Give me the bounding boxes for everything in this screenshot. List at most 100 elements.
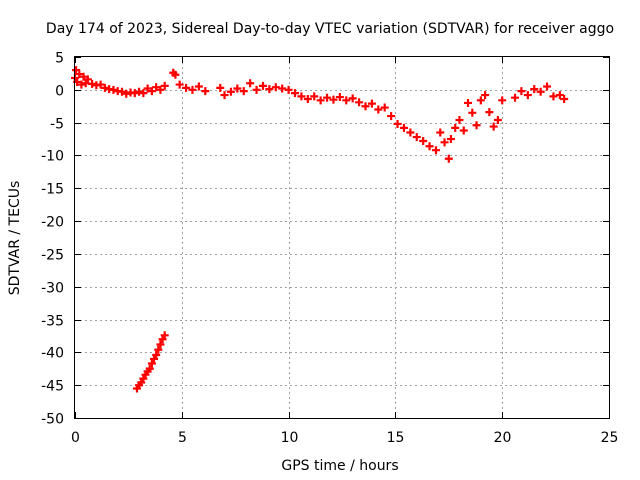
y-tick-label: -15 bbox=[41, 182, 64, 198]
data-point bbox=[79, 72, 88, 81]
data-point bbox=[481, 91, 490, 100]
data-point bbox=[367, 99, 376, 108]
data-point bbox=[335, 93, 344, 102]
data-point bbox=[117, 87, 126, 96]
y-tick-label: -35 bbox=[41, 314, 64, 330]
data-point bbox=[297, 92, 306, 101]
data-point bbox=[233, 84, 242, 93]
y-tick-label: -45 bbox=[41, 379, 64, 395]
data-point bbox=[152, 350, 161, 359]
data-point bbox=[122, 89, 131, 98]
data-point bbox=[109, 85, 118, 94]
x-tick-label: 15 bbox=[387, 430, 405, 446]
data-point bbox=[348, 94, 357, 103]
data-point bbox=[431, 146, 440, 155]
data-point bbox=[303, 95, 312, 104]
data-point bbox=[455, 116, 464, 125]
grid-lines bbox=[75, 57, 609, 418]
data-point bbox=[329, 95, 338, 104]
data-point bbox=[147, 359, 156, 368]
data-point bbox=[160, 81, 169, 90]
data-point bbox=[446, 135, 455, 144]
data-point bbox=[374, 105, 383, 114]
y-tick-label: -40 bbox=[41, 346, 64, 362]
data-point bbox=[147, 87, 156, 96]
data-point bbox=[145, 364, 154, 373]
data-point bbox=[194, 82, 203, 91]
x-axis-label: GPS time / hours bbox=[281, 458, 398, 474]
data-point bbox=[342, 96, 351, 105]
data-point bbox=[316, 96, 325, 105]
axis-ticks bbox=[75, 57, 610, 419]
data-point bbox=[323, 93, 332, 102]
x-tick-labels: 0 5 10 15 20 25 bbox=[71, 430, 618, 446]
data-point bbox=[171, 70, 180, 79]
data-point bbox=[152, 83, 161, 92]
data-point bbox=[485, 108, 494, 117]
data-point bbox=[355, 98, 364, 107]
data-point bbox=[201, 87, 210, 96]
data-point bbox=[472, 121, 481, 130]
data-point bbox=[154, 345, 163, 354]
data-point bbox=[175, 80, 184, 89]
data-point bbox=[380, 103, 389, 112]
data-point bbox=[239, 87, 248, 96]
data-point bbox=[489, 122, 498, 131]
data-point bbox=[291, 89, 300, 98]
x-tick-label: 0 bbox=[71, 430, 80, 446]
data-point bbox=[543, 82, 552, 91]
data-point bbox=[464, 98, 473, 107]
data-point bbox=[96, 80, 105, 89]
data-point bbox=[100, 83, 109, 92]
x-tick-label: 10 bbox=[281, 430, 299, 446]
data-point bbox=[226, 87, 235, 96]
data-point bbox=[406, 128, 415, 137]
data-point bbox=[156, 85, 165, 94]
data-point bbox=[555, 91, 564, 100]
data-point bbox=[451, 123, 460, 132]
x-tick-label: 5 bbox=[178, 430, 187, 446]
data-point bbox=[246, 79, 255, 88]
data-point bbox=[135, 87, 144, 96]
data-point bbox=[258, 81, 267, 90]
data-point bbox=[75, 70, 84, 79]
data-point bbox=[182, 83, 191, 92]
y-tick-label: 0 bbox=[55, 84, 64, 100]
data-point bbox=[284, 85, 293, 94]
data-point bbox=[419, 137, 428, 146]
data-point bbox=[476, 96, 485, 105]
chart-title: Day 174 of 2023, Sidereal Day-to-day VTE… bbox=[46, 21, 614, 37]
data-point bbox=[130, 89, 139, 98]
data-point bbox=[425, 142, 434, 151]
data-point bbox=[310, 92, 319, 101]
y-tick-label: -10 bbox=[41, 149, 64, 165]
y-tick-label: -5 bbox=[50, 117, 64, 133]
data-point bbox=[468, 108, 477, 117]
y-tick-labels: 5 0 -5 -10 -15 -20 -25 -30 -35 -40 -45 -50 bbox=[41, 51, 64, 428]
y-tick-label: 5 bbox=[55, 51, 64, 67]
data-point bbox=[493, 116, 502, 125]
data-point bbox=[252, 85, 261, 94]
data-point bbox=[88, 79, 97, 88]
data-point bbox=[278, 84, 287, 93]
data-point bbox=[399, 123, 408, 132]
data-point bbox=[560, 95, 569, 104]
y-tick-label: -25 bbox=[41, 248, 64, 264]
data-point bbox=[361, 102, 370, 111]
y-tick-label: -50 bbox=[41, 412, 64, 428]
x-tick-label: 20 bbox=[494, 430, 512, 446]
data-point bbox=[83, 75, 92, 84]
data-point bbox=[536, 87, 545, 96]
data-point bbox=[511, 93, 520, 102]
data-point bbox=[412, 133, 421, 142]
data-point bbox=[156, 340, 165, 349]
x-tick-label: 25 bbox=[601, 430, 619, 446]
data-point bbox=[517, 87, 526, 96]
y-axis-label: SDTVAR / TECUs bbox=[7, 181, 23, 296]
data-point bbox=[220, 91, 229, 100]
data-point bbox=[387, 112, 396, 121]
data-point bbox=[530, 85, 539, 94]
data-point bbox=[459, 126, 468, 135]
y-tick-label: -20 bbox=[41, 215, 64, 231]
